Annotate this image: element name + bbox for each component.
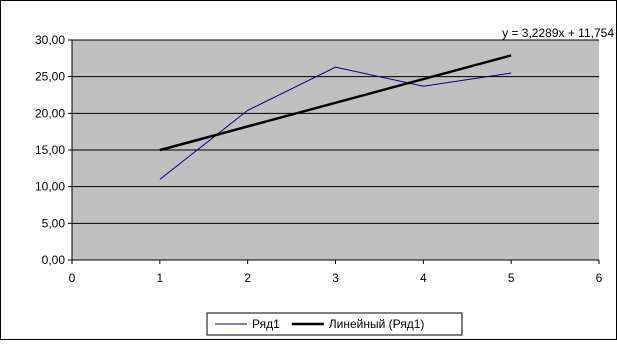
y-tick-label: 20,00 <box>35 106 65 120</box>
x-tick-label: 3 <box>332 271 339 285</box>
y-tick-label: 10,00 <box>35 180 65 194</box>
x-tick-label: 4 <box>420 271 427 285</box>
axes: 0,00 5,00 10,00 15,00 20,00 25,00 30,00 0 1 2 3 4 5 6 <box>35 33 603 285</box>
y-tick-label: 30,00 <box>35 33 65 47</box>
trendline-series-line <box>159 54 512 152</box>
gridlines <box>72 39 599 261</box>
x-tick-label: 1 <box>156 271 163 285</box>
series-layer <box>159 54 512 180</box>
trendline-equation: y = 3,2289x + 11,754 <box>502 26 614 40</box>
legend-label-1: Ряд1 <box>252 317 280 331</box>
legend-box <box>206 312 463 336</box>
y-tick-label: 0,00 <box>42 253 66 267</box>
y-tick-label: 15,00 <box>35 143 65 157</box>
y-tick-label: 5,00 <box>42 216 66 230</box>
x-tick-label: 0 <box>69 271 76 285</box>
y-tick-label: 25,00 <box>35 70 65 84</box>
x-tick-label: 6 <box>596 271 603 285</box>
x-tick-label: 2 <box>244 271 251 285</box>
legend-label-2: Линейный (Ряд1) <box>329 317 425 331</box>
x-tick-label: 5 <box>508 271 515 285</box>
legend: Ряд1 Линейный (Ряд1) <box>206 312 463 336</box>
